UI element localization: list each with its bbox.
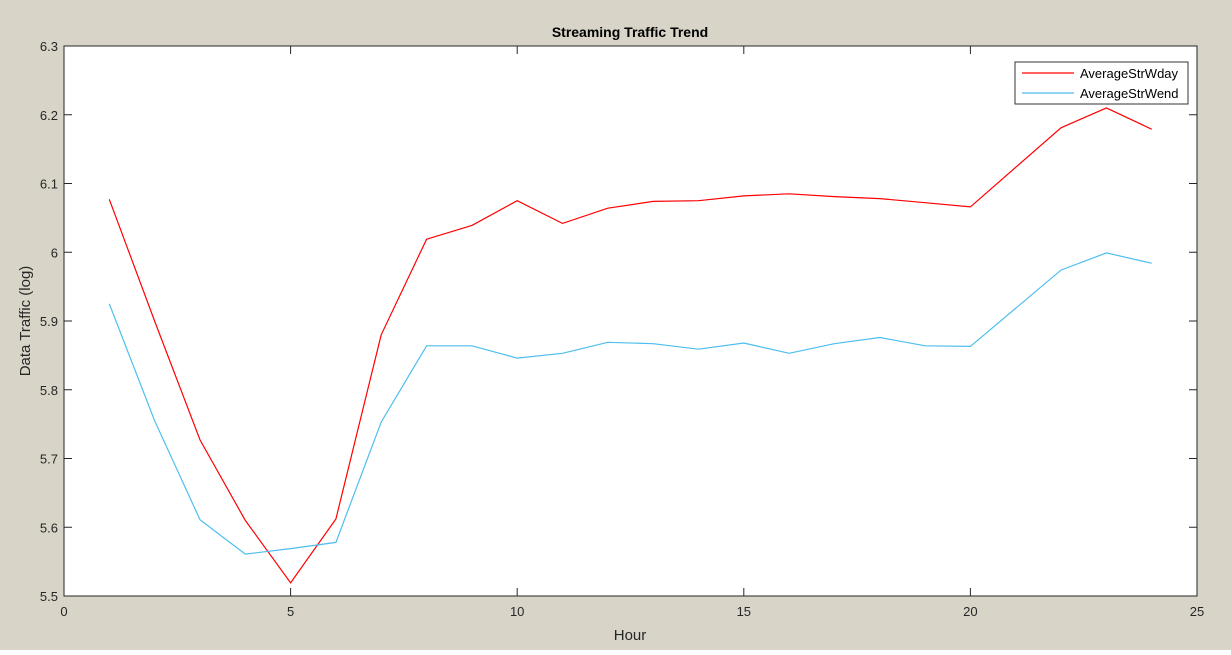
x-tick-label: 25 [1190,604,1204,619]
x-tick-label: 10 [510,604,524,619]
legend-label-wend: AverageStrWend [1080,86,1179,101]
y-tick-label: 5.8 [40,383,58,398]
legend-label-wday: AverageStrWday [1080,66,1179,81]
chart-title: Streaming Traffic Trend [552,24,708,40]
y-tick-label: 6 [51,245,58,260]
series-line-AverageStrWday [108,107,1152,584]
x-tick-label: 0 [60,604,67,619]
y-tick-label: 5.6 [40,520,58,535]
x-axis-label: Hour [614,627,647,644]
y-tick-label: 6.3 [40,39,58,54]
plot-area [64,46,1197,596]
x-tick-label: 20 [963,604,977,619]
legend: AverageStrWday AverageStrWend [1014,61,1189,105]
series-layer [108,107,1152,584]
legend-box [1014,61,1189,105]
y-tick-label: 6.1 [40,177,58,192]
x-tick-label: 15 [737,604,751,619]
y-tick-label: 5.7 [40,452,58,467]
y-axis-label: Data Traffic (log) [17,266,34,377]
series-line-AverageStrWend [108,252,1152,555]
axes-layer: 0 5 10 15 20 25 5.5 5.6 5.7 5.8 5.9 6 6.1 6.2 6.3 [40,39,1204,619]
y-tick-label: 6.2 [40,108,58,123]
y-tick-label: 5.9 [40,314,58,329]
y-tick-label: 5.5 [40,589,58,604]
x-tick-label: 5 [287,604,294,619]
